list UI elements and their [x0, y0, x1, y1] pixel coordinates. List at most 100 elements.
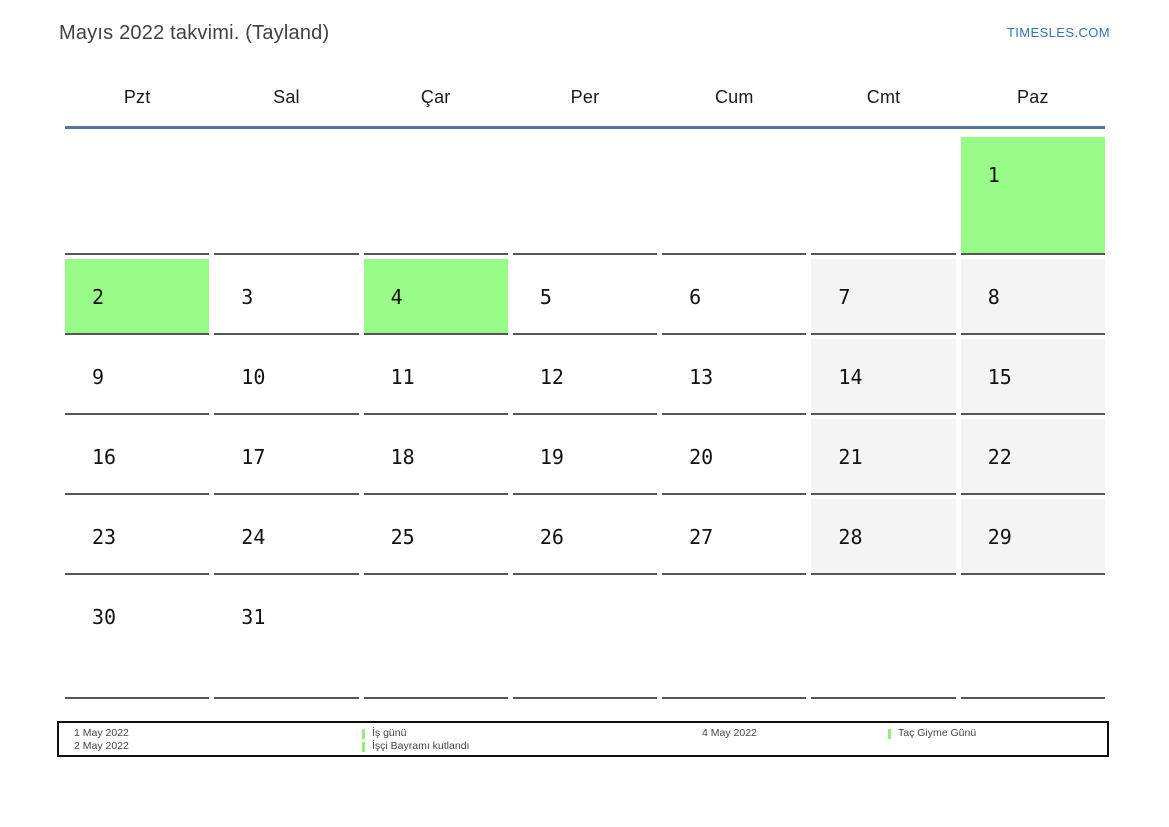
day-cell-27: 27: [662, 499, 807, 575]
weekday-sal: Sal: [273, 87, 300, 107]
empty-cell: [811, 579, 956, 699]
day-cell-11: 11: [363, 339, 508, 415]
weekday-cmt: Cmt: [866, 87, 901, 107]
day-cell-26: 26: [512, 499, 658, 575]
day-cell-20: 20: [662, 419, 807, 495]
day-number: 1: [987, 163, 1000, 187]
legend-date: 4 May 2022: [702, 727, 757, 739]
day-number: 8: [987, 285, 1000, 309]
day-cell-17: 17: [214, 419, 359, 495]
day-number: 26: [539, 525, 564, 549]
day-cell-24: 24: [214, 499, 359, 575]
page-title: Mayıs 2022 takvimi. (Tayland): [59, 22, 330, 44]
legend-label: Taç Giyme Günü: [898, 727, 977, 739]
holiday-marker-icon: [888, 728, 891, 739]
empty-cell: [512, 579, 658, 699]
day-number: 30: [92, 605, 117, 629]
day-number: 20: [689, 445, 714, 469]
empty-cell: [363, 579, 508, 699]
day-cell-21: 21: [811, 419, 956, 495]
empty-cell: [811, 137, 956, 255]
holiday-marker-icon: [362, 728, 365, 739]
day-number: 29: [987, 525, 1012, 549]
legend-labels-group2: Taç Giyme Günü: [888, 727, 976, 740]
day-cell-1: 1: [960, 137, 1105, 255]
day-cell-14: 14: [811, 339, 956, 415]
day-number: 7: [838, 285, 851, 309]
day-number: 6: [689, 285, 702, 309]
day-number: 17: [241, 445, 266, 469]
day-number: 18: [390, 445, 415, 469]
day-cell-6: 6: [662, 259, 807, 335]
legend-label: İş günü: [372, 727, 407, 739]
day-cell-19: 19: [512, 419, 658, 495]
day-number: 27: [689, 525, 714, 549]
day-number: 3: [241, 285, 254, 309]
header: Mayıs 2022 takvimi. (Tayland) TIMESLES.C…: [0, 0, 1169, 45]
day-cell-2: 2: [65, 259, 210, 335]
day-number: 9: [92, 365, 105, 389]
empty-cell: [65, 137, 210, 255]
empty-cell: [960, 579, 1105, 699]
day-cell-31: 31: [214, 579, 359, 699]
legend-labels-group1: İş günü İşçi Bayramı kutlandı: [362, 727, 469, 753]
day-cell-25: 25: [363, 499, 508, 575]
day-cell-29: 29: [960, 499, 1105, 575]
day-number: 14: [838, 365, 863, 389]
day-cell-18: 18: [363, 419, 508, 495]
day-number: 11: [390, 365, 415, 389]
weekday-paz: Paz: [1017, 87, 1049, 107]
day-number: 4: [390, 285, 403, 309]
site-link[interactable]: TIMESLES.COM: [1006, 25, 1110, 40]
empty-cell: [512, 137, 658, 255]
day-number: 28: [838, 525, 863, 549]
day-cell-10: 10: [214, 339, 359, 415]
day-cell-16: 16: [65, 419, 210, 495]
day-number: 22: [987, 445, 1012, 469]
legend-dates-group2: 4 May 2022: [702, 727, 757, 740]
legend-date: 2 May 2022: [74, 740, 129, 752]
day-number: 19: [539, 445, 564, 469]
day-number: 13: [689, 365, 714, 389]
day-number: 2: [92, 285, 105, 309]
legend-label: İşçi Bayramı kutlandı: [372, 740, 470, 752]
day-cell-22: 22: [960, 419, 1105, 495]
calendar: Pzt Sal Çar Per Cum Cmt Paz 1 2 3 4 5 6 …: [65, 87, 1105, 699]
weekday-cum: Cum: [714, 87, 754, 107]
header-divider-line: [65, 126, 1105, 129]
weekday-header-row: Pzt Sal Çar Per Cum Cmt Paz: [65, 87, 1105, 109]
day-number: 31: [241, 605, 266, 629]
weekday-pzt: Pzt: [123, 87, 151, 107]
legend-box: 1 May 2022 2 May 2022 İş günü İşçi Bayra…: [57, 721, 1109, 757]
empty-cell: [363, 137, 508, 255]
day-cell-15: 15: [960, 339, 1105, 415]
day-cell-8: 8: [960, 259, 1105, 335]
day-grid: 1 2 3 4 5 6 7 8 9 10 11 12 13 14 15 16 1…: [65, 137, 1105, 699]
day-number: 24: [241, 525, 266, 549]
legend-date: 1 May 2022: [74, 727, 129, 739]
empty-cell: [214, 137, 359, 255]
day-number: 10: [241, 365, 266, 389]
day-cell-30: 30: [65, 579, 210, 699]
day-number: 21: [838, 445, 863, 469]
weekday-car: Çar: [420, 87, 451, 107]
day-cell-5: 5: [512, 259, 658, 335]
day-number: 12: [539, 365, 564, 389]
day-cell-7: 7: [811, 259, 956, 335]
day-number: 23: [92, 525, 117, 549]
day-cell-3: 3: [214, 259, 359, 335]
day-cell-23: 23: [65, 499, 210, 575]
day-number: 25: [390, 525, 415, 549]
legend-dates-group1: 1 May 2022 2 May 2022: [74, 727, 129, 753]
holiday-marker-icon: [362, 741, 365, 752]
weekday-per: Per: [570, 87, 600, 107]
day-number: 5: [539, 285, 552, 309]
day-cell-4: 4: [363, 259, 508, 335]
day-cell-13: 13: [662, 339, 807, 415]
empty-cell: [662, 137, 807, 255]
empty-cell: [662, 579, 807, 699]
day-number: 15: [987, 365, 1012, 389]
day-cell-9: 9: [65, 339, 210, 415]
day-cell-28: 28: [811, 499, 956, 575]
day-number: 16: [92, 445, 117, 469]
